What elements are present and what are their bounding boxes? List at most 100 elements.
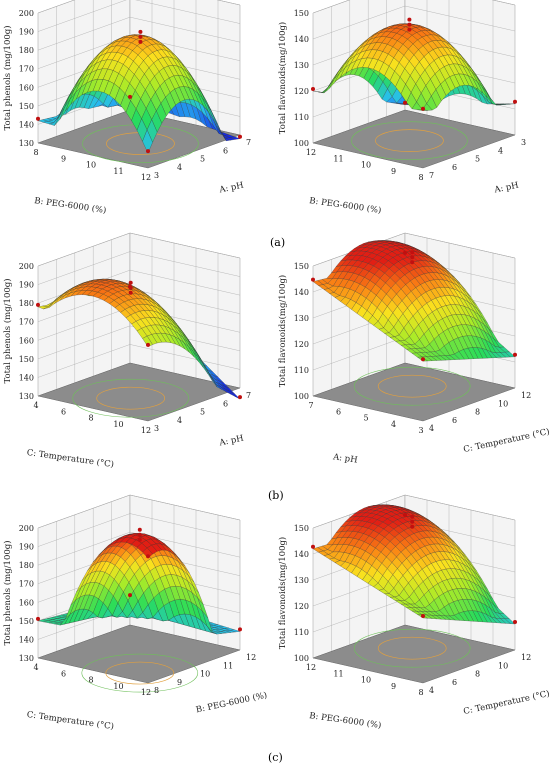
z-tick-label: 170 — [19, 580, 34, 589]
z-gridline — [37, 0, 241, 32]
surface-patch — [142, 129, 153, 154]
design-point — [311, 277, 315, 282]
z-axis-label: Total flavonoids(mg/100g) — [277, 537, 288, 649]
contour-line — [353, 366, 471, 406]
z-tick-label: 110 — [294, 366, 309, 375]
z-axis-label: Total phenols (mg/100g) — [2, 25, 13, 130]
z-tick-label: 200 — [19, 524, 34, 533]
x-tick-label: 5 — [363, 414, 368, 423]
y-tick-label: 6 — [452, 163, 457, 172]
surface-patch — [142, 547, 153, 559]
z-tick-label: 100 — [294, 392, 309, 401]
x-tick-label: 12 — [141, 688, 151, 697]
design-point — [421, 106, 425, 111]
floor-plane — [312, 109, 516, 169]
surface-patch — [142, 335, 153, 347]
surface-mesh — [312, 240, 516, 362]
y-tick-label: 5 — [200, 408, 205, 417]
contour-line — [353, 628, 471, 668]
y-tick-label: 5 — [475, 155, 480, 164]
z-tick-label: 130 — [294, 576, 309, 585]
z-tick-label: 150 — [19, 102, 34, 111]
surface-plot-2: 100 110 120 130 140 150 12 11 10 9 8 3 4 5 6 7 B: PEG-60… — [277, 0, 526, 216]
contour-line — [81, 653, 199, 693]
z-tick-label: 170 — [19, 65, 34, 74]
surface-plot-1: 130 140 150 160 170 180 190 200 8 9 10 11 12 7 6 5 4 3 B: … — [2, 0, 251, 216]
x-tick-label: 10 — [86, 161, 96, 170]
y-tick-label: 8 — [475, 670, 480, 679]
x-tick-label: 11 — [333, 154, 343, 163]
x-tick-label: 8 — [418, 688, 423, 697]
x-tick-label: 11 — [113, 167, 123, 176]
x-axis-label: B: PEG-6000 (%) — [309, 195, 382, 216]
center-point — [138, 34, 143, 39]
z-tick-label: 140 — [294, 35, 309, 44]
z-axis-label: Total phenols (mg/100g) — [2, 540, 13, 645]
z-tick-label: 200 — [19, 9, 34, 18]
z-gridline — [37, 531, 241, 566]
z-tick-label: 130 — [19, 392, 34, 401]
z-axis-label: Total flavonoids(mg/100g) — [277, 22, 288, 134]
contour-line — [96, 386, 166, 410]
design-point — [238, 134, 242, 139]
y-tick-label: 8 — [475, 408, 480, 417]
z-tick-label: 130 — [19, 139, 34, 148]
center-point — [407, 17, 412, 22]
y-tick-label: 7 — [246, 391, 251, 400]
z-tick-label: 150 — [294, 9, 309, 18]
y-tick-label: 10 — [498, 661, 508, 670]
design-point — [513, 620, 517, 624]
z-tick-label: 150 — [294, 524, 309, 533]
z-tick-label: 140 — [294, 550, 309, 559]
design-point — [513, 99, 517, 104]
y-tick-label: 9 — [177, 678, 182, 687]
x-tick-label: 8 — [88, 414, 93, 423]
center-point — [410, 255, 415, 260]
x-tick-label: 9 — [391, 167, 396, 176]
z-tick-label: 150 — [19, 617, 34, 626]
y-tick-label: 6 — [452, 416, 457, 425]
center-point — [128, 290, 133, 295]
design-point — [421, 357, 425, 362]
z-axis-label: Total flavonoids(mg/100g) — [277, 275, 288, 387]
x-tick-label: 12 — [141, 173, 151, 182]
z-tick-label: 140 — [19, 373, 34, 382]
z-tick-label: 130 — [294, 61, 309, 70]
x-tick-label: 7 — [308, 401, 313, 410]
x-tick-label: 10 — [113, 420, 123, 429]
x-tick-label: 8 — [33, 148, 38, 157]
x-tick-label: 12 — [141, 426, 151, 435]
center-point — [138, 29, 143, 34]
contour-line — [351, 121, 468, 160]
x-tick-label: 4 — [391, 420, 396, 429]
center-point — [407, 27, 412, 32]
x-axis-label: B: PEG-6000 (%) — [309, 710, 382, 731]
contour-line — [377, 636, 447, 660]
x-axis-label: A: pH — [331, 452, 358, 465]
z-tick-label: 130 — [19, 654, 34, 663]
center-point — [410, 250, 415, 255]
z-gridline — [37, 344, 241, 378]
x-tick-label: 6 — [336, 407, 341, 416]
design-point — [311, 544, 315, 549]
center-point — [410, 519, 415, 524]
y-tick-label: 11 — [223, 661, 233, 670]
floor-plane — [312, 362, 516, 422]
design-point — [403, 512, 407, 517]
x-tick-label: 10 — [113, 682, 123, 691]
y-tick-label: 4 — [429, 424, 434, 433]
z-tick-label: 110 — [294, 113, 309, 122]
z-tick-label: 100 — [294, 654, 309, 663]
z-tick-label: 140 — [19, 120, 34, 129]
y-tick-label: 3 — [154, 171, 159, 180]
y-tick-label: 4 — [429, 686, 434, 695]
surface-plot-6: 100 110 120 130 140 150 12 11 10 9 8 12 10 8 6 4 B: PEG-… — [277, 494, 550, 731]
z-tick-label: 160 — [19, 598, 34, 607]
z-gridline — [312, 0, 516, 14]
design-point — [36, 116, 40, 121]
x-axis-label: C: Temperature (°C) — [26, 709, 115, 732]
z-tick-label: 160 — [19, 83, 34, 92]
x-tick-label: 12 — [306, 663, 316, 672]
center-point — [410, 260, 415, 265]
